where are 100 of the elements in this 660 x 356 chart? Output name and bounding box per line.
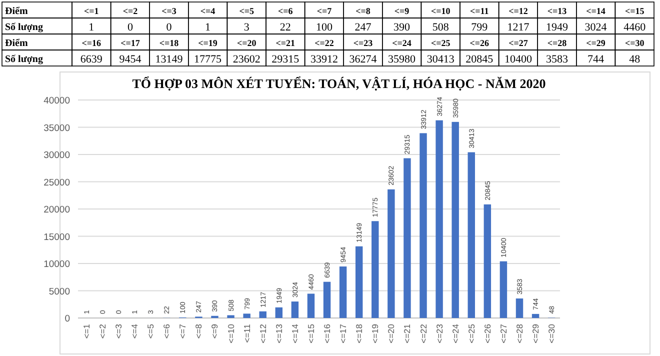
x-tick-label: <=22 [418, 324, 428, 344]
category-label: <=5 [239, 6, 254, 16]
category-label: <=11 [470, 6, 490, 16]
bar [516, 298, 524, 318]
x-tick-label: <=24 [450, 324, 460, 344]
category-label: <=7 [316, 6, 332, 16]
data-label: 36274 [349, 54, 378, 66]
data-label: 3024 [584, 22, 608, 34]
data-label: 35980 [388, 54, 416, 66]
category-label: <=23 [353, 38, 374, 48]
data-label: 48 [629, 54, 641, 66]
x-tick-label: <=15 [306, 324, 316, 344]
data-label: 13149 [155, 54, 184, 66]
data-label: 1949 [546, 22, 568, 34]
bar [291, 302, 299, 318]
bar [500, 261, 508, 318]
bar [323, 282, 331, 318]
data-label: 1217 [507, 22, 530, 34]
x-tick-label: <=16 [322, 324, 332, 344]
category-label: <=20 [236, 38, 257, 48]
x-tick-label: <=6 [162, 324, 172, 339]
x-tick-label: <=30 [546, 324, 557, 344]
category-label: <=24 [392, 38, 412, 48]
category-label: <=12 [508, 6, 528, 16]
y-tick-label: 40000 [44, 96, 70, 106]
x-tick-label: <=1 [81, 324, 92, 339]
x-tick-label: <=14 [290, 324, 300, 344]
data-label: 799 [471, 22, 488, 34]
bar [275, 307, 283, 318]
bar [404, 158, 411, 318]
category-label: <=25 [430, 38, 451, 48]
y-tick-label: 15000 [44, 232, 70, 243]
x-tick-label: <=3 [114, 324, 124, 339]
category-label: <=3 [162, 6, 177, 16]
data-label: 22 [280, 22, 291, 34]
data-label: 4460 [624, 22, 646, 34]
data-label: 10400 [504, 54, 532, 66]
data-label: 30413 [426, 54, 455, 66]
data-label: 1 [88, 22, 94, 34]
x-tick-label: <=13 [274, 324, 284, 344]
x-tick-label: <=19 [370, 324, 380, 344]
category-label: <=19 [198, 38, 218, 48]
bar [339, 266, 347, 318]
chart-title: TỔ HỢP 03 MÔN XÉT TUYỂN: TOÁN, VẬT LÍ, HÓA HỌC - NĂM 2020 [132, 76, 546, 91]
category-label: <=13 [547, 6, 568, 16]
y-tick-label: 5000 [48, 286, 70, 298]
bar [532, 314, 540, 318]
bar [355, 246, 363, 318]
data-label: 33912 [310, 54, 338, 66]
category-label: <=1 [84, 6, 100, 16]
x-tick-label: <=25 [466, 324, 476, 344]
x-tick-label: <=17 [338, 324, 348, 344]
category-label: <=22 [314, 38, 334, 48]
x-tick-label: <=11 [242, 324, 252, 343]
category-label: <=14 [586, 6, 606, 16]
category-label: <=30 [624, 38, 645, 48]
y-tick-label: 35000 [44, 122, 70, 134]
bar [388, 189, 395, 318]
x-tick-label: <=20 [386, 324, 396, 344]
x-tick-label: <=12 [258, 324, 268, 344]
x-tick-label: <=21 [402, 324, 412, 344]
x-tick-label: <=29 [530, 324, 541, 344]
category-label: <=17 [120, 38, 140, 48]
bar [452, 122, 459, 318]
bar [420, 133, 427, 318]
data-label: 744 [588, 54, 605, 66]
data-label: 3 [244, 22, 250, 34]
text: Số lượng [5, 54, 43, 65]
bar [372, 221, 379, 318]
category-label: <=18 [159, 38, 180, 48]
y-tick-label: 0 [64, 314, 70, 324]
bar [436, 120, 443, 318]
x-tick-label: <=4 [130, 324, 140, 339]
category-label: <=4 [200, 6, 216, 16]
data-label: 0 [166, 22, 172, 34]
category-label: <=6 [278, 6, 294, 16]
x-tick-label: <=27 [498, 324, 508, 344]
category-label: <=21 [276, 38, 296, 48]
x-tick-label: <=23 [434, 324, 444, 344]
category-label: <=8 [356, 6, 371, 16]
x-tick-label: <=18 [354, 324, 364, 344]
data-label: 9454 [119, 54, 142, 66]
data-label: 29315 [272, 54, 300, 66]
category-label: <=10 [430, 6, 451, 16]
x-tick-label: <=10 [226, 324, 236, 344]
category-label: <=28 [547, 38, 568, 48]
bar [468, 152, 475, 318]
y-tick-label: 30000 [44, 150, 70, 161]
bar [484, 204, 492, 318]
x-tick-label: <=9 [210, 324, 220, 339]
y-tick-label: 25000 [44, 177, 70, 188]
text: Số lượng [5, 22, 43, 33]
category-label: <=16 [82, 38, 102, 48]
x-tick-label: <=7 [178, 324, 188, 339]
x-tick-label: <=5 [146, 324, 156, 339]
category-label: <=29 [586, 38, 606, 48]
data-label: 508 [432, 22, 450, 34]
bar [307, 294, 315, 318]
bar [243, 314, 250, 318]
data-label: 23602 [232, 54, 260, 66]
